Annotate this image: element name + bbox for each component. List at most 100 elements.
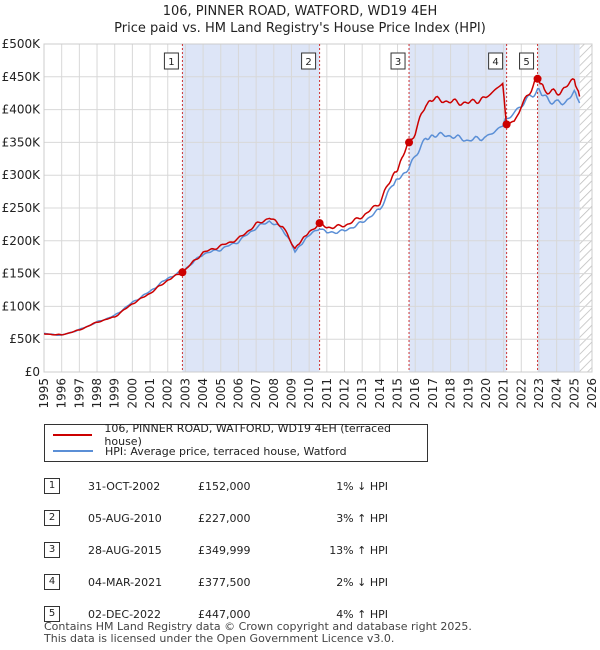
x-tick-label: 2025 xyxy=(567,378,581,409)
price-chart: 1 2 3 4 5 £0 £50K £100K £150K £200K £250K £300K £35… xyxy=(2,37,599,409)
table-row: 3 28-AUG-2015 £349,999 13% ↑ HPI xyxy=(44,534,388,566)
y-tick-label: £250K xyxy=(2,201,42,215)
sale-number: 4 xyxy=(44,574,60,590)
x-tick-label: 2004 xyxy=(196,378,210,409)
y-tick-label: £350K xyxy=(2,135,42,149)
footer: Contains HM Land Registry data © Crown c… xyxy=(44,621,472,645)
sale-hpi-diff: 1% ↓ HPI xyxy=(336,479,388,493)
sale-price: £447,000 xyxy=(198,607,251,621)
sale-date: 05-AUG-2010 xyxy=(88,511,162,525)
sale-price: £349,999 xyxy=(198,543,251,557)
x-tick-label: 2022 xyxy=(514,378,528,409)
x-tick-label: 1998 xyxy=(90,378,104,409)
title-address: 106, PINNER ROAD, WATFORD, WD19 4EH xyxy=(162,4,438,19)
y-axis: £0 £50K £100K £150K £200K £250K £300K £350K £400… xyxy=(2,37,42,379)
sale-hpi-diff: 3% ↑ HPI xyxy=(336,511,388,525)
x-tick-label: 1996 xyxy=(55,378,69,409)
table-row: 2 05-AUG-2010 £227,000 3% ↑ HPI xyxy=(44,502,388,534)
sale-hpi-diff: 4% ↑ HPI xyxy=(336,607,388,621)
sale-label-box xyxy=(519,52,535,70)
y-tick-label: £0 xyxy=(25,365,40,379)
plot-border xyxy=(43,43,593,373)
sale-number: 1 xyxy=(44,478,60,494)
sale-label-number: 3 xyxy=(395,57,401,68)
sale-point xyxy=(533,74,542,83)
property-price-line xyxy=(44,75,581,336)
legend-swatch-hpi xyxy=(53,450,93,452)
table-row: 4 04-MAR-2021 £377,500 2% ↓ HPI xyxy=(44,566,388,598)
series-lines xyxy=(44,75,581,337)
x-tick-label: 2014 xyxy=(373,378,387,409)
sale-number: 5 xyxy=(44,606,60,622)
legend-item-property: 106, PINNER ROAD, WATFORD, WD19 4EH (ter… xyxy=(53,422,427,448)
sale-label-number: 2 xyxy=(305,57,311,68)
sale-point xyxy=(315,219,324,228)
sale-price: £152,000 xyxy=(198,479,251,493)
sale-point xyxy=(502,120,511,129)
y-tick-label: £200K xyxy=(2,234,42,248)
y-tick-label: £450K xyxy=(2,70,42,84)
chart-title: 106, PINNER ROAD, WATFORD, WD19 4EH Pric… xyxy=(0,3,600,37)
x-tick-label: 2020 xyxy=(479,378,493,409)
sale-date: 28-AUG-2015 xyxy=(88,543,162,557)
x-tick-label: 1999 xyxy=(108,378,122,409)
sale-point xyxy=(405,138,414,147)
sale-price: £377,500 xyxy=(198,575,251,589)
sale-label-box xyxy=(163,52,179,70)
x-tick-label: 2003 xyxy=(178,378,192,409)
x-tick-label: 2008 xyxy=(267,378,281,409)
x-tick-label: 2024 xyxy=(550,378,564,409)
sale-marker-lines xyxy=(181,44,539,372)
sale-label-number: 4 xyxy=(492,57,498,68)
legend: 106, PINNER ROAD, WATFORD, WD19 4EH (ter… xyxy=(44,422,428,462)
sale-date: 02-DEC-2022 xyxy=(88,607,162,621)
x-tick-label: 2010 xyxy=(302,378,316,409)
footer-copyright: Contains HM Land Registry data © Crown c… xyxy=(44,620,472,633)
sale-label-box xyxy=(390,52,406,70)
legend-label-hpi: HPI: Average price, terraced house, Watf… xyxy=(105,444,347,458)
sale-price: £227,000 xyxy=(198,511,251,525)
x-tick-label: 2007 xyxy=(249,378,263,409)
sale-label-number: 5 xyxy=(523,57,529,68)
y-tick-label: £500K xyxy=(2,37,42,51)
legend-swatch-property xyxy=(53,434,93,436)
sale-points xyxy=(178,74,542,277)
sales-table: 1 31-OCT-2002 £152,000 1% ↓ HPI 2 05-AUG… xyxy=(44,470,388,630)
sale-date: 04-MAR-2021 xyxy=(88,575,163,589)
hpi-line xyxy=(44,87,581,337)
x-tick-label: 2018 xyxy=(444,378,458,409)
x-tick-label: 1995 xyxy=(37,378,51,409)
x-tick-label: 2017 xyxy=(426,378,440,409)
legend-item-hpi: HPI: Average price, terraced house, Watf… xyxy=(53,443,347,459)
x-tick-label: 2015 xyxy=(391,378,405,409)
x-tick-label: 2000 xyxy=(125,378,139,409)
x-tick-label: 2016 xyxy=(408,378,422,409)
x-tick-label: 2005 xyxy=(214,378,228,409)
grid-lines xyxy=(43,43,593,373)
x-tick-label: 2001 xyxy=(143,378,157,409)
sale-number-labels: 1 2 3 4 5 xyxy=(163,52,535,70)
x-tick-label: 2021 xyxy=(497,378,511,409)
x-tick-label: 2006 xyxy=(231,378,245,409)
x-tick-label: 2011 xyxy=(320,378,334,409)
x-tick-label: 2026 xyxy=(585,378,599,409)
x-tick-label: 1997 xyxy=(72,378,86,409)
sale-label-box xyxy=(488,52,504,70)
sale-date: 31-OCT-2002 xyxy=(88,479,161,493)
x-tick-label: 2019 xyxy=(461,378,475,409)
sale-number: 2 xyxy=(44,510,60,526)
sale-hpi-diff: 2% ↓ HPI xyxy=(336,575,388,589)
title-subtitle: Price paid vs. HM Land Registry's House … xyxy=(114,21,486,36)
legend-label-property: 106, PINNER ROAD, WATFORD, WD19 4EH (ter… xyxy=(104,422,391,448)
y-tick-label: £100K xyxy=(2,299,42,313)
footer-licence: This data is licensed under the Open Gov… xyxy=(44,632,395,645)
sale-label-number: 1 xyxy=(168,57,174,68)
table-row: 5 02-DEC-2022 £447,000 4% ↑ HPI xyxy=(44,598,388,630)
x-axis: 1995 1996 1997 1998 1999 2000 2001 2002 2003 2004… xyxy=(37,378,599,409)
x-tick-label: 2023 xyxy=(532,378,546,409)
y-tick-label: £150K xyxy=(2,267,42,281)
sale-number: 3 xyxy=(44,542,60,558)
x-tick-label: 2002 xyxy=(161,378,175,409)
x-tick-label: 2012 xyxy=(338,378,352,409)
sale-point xyxy=(178,268,187,277)
